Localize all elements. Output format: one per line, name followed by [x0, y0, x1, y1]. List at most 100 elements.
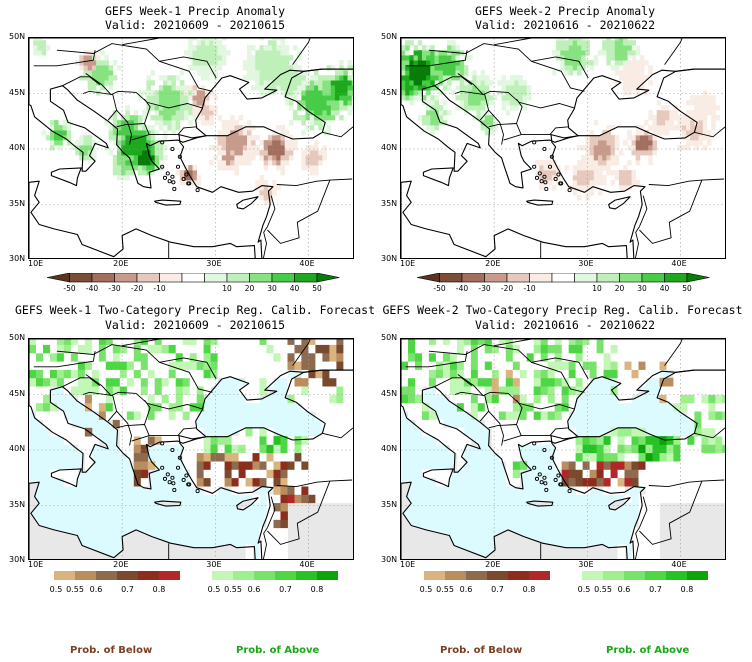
anomaly-cell [694, 135, 699, 141]
prob-cell [70, 469, 79, 479]
prob-cell [582, 477, 590, 487]
prob-cell [350, 352, 353, 362]
prob-cell [70, 436, 79, 445]
prob-cell [428, 344, 437, 354]
border-16 [122, 38, 160, 46]
anomaly-cell [91, 80, 97, 86]
prob-cell [631, 436, 639, 445]
prob-cell [294, 461, 302, 470]
anomaly-cell [87, 150, 93, 156]
anomaly-cell [247, 150, 252, 156]
anomaly-cell [405, 60, 410, 66]
anomaly-cell [242, 75, 248, 81]
prob-cell [484, 361, 493, 370]
prob-cell [43, 394, 51, 404]
anomaly-cell [631, 150, 636, 156]
prob-cell [273, 461, 281, 470]
anomaly-cell [635, 70, 641, 76]
prob-cell [329, 444, 337, 454]
anomaly-cell [585, 185, 590, 191]
prob-cell [112, 411, 121, 420]
prob-cell [401, 361, 409, 370]
anomaly-cell [267, 160, 273, 166]
prob-cell [638, 494, 646, 504]
anomaly-cell [422, 55, 427, 61]
prob-cell [422, 377, 430, 387]
prob-cell [294, 477, 302, 487]
prob-cell [589, 469, 597, 479]
prob-cell [350, 452, 353, 462]
anomaly-cell [598, 150, 603, 156]
prob-cell [329, 419, 337, 429]
anomaly-cell [272, 38, 277, 41]
prob-cell [687, 411, 695, 420]
prob-cell [315, 486, 323, 495]
anomaly-cell [33, 40, 38, 46]
prob-cell [350, 386, 353, 395]
prob-cell [301, 486, 309, 495]
border-10 [322, 126, 353, 138]
colorbar-segment [317, 571, 338, 580]
anomaly-cell [335, 90, 340, 96]
anomaly-cell [568, 38, 574, 41]
anomaly-cell [652, 140, 657, 146]
prob-cell [491, 402, 500, 412]
prob-cell [708, 402, 716, 412]
prob-cell [231, 452, 239, 462]
prob-cell [422, 344, 430, 354]
colorbar-segment [96, 571, 117, 580]
anomaly-cell [200, 50, 206, 56]
prob-cell [196, 444, 205, 454]
prob-cell [140, 369, 149, 379]
anomaly-cell [87, 70, 93, 76]
anomaly-cell [526, 85, 532, 91]
prob-cell [652, 352, 660, 362]
anomaly-cell [673, 115, 678, 121]
island-8 [532, 465, 537, 470]
anomaly-cell [213, 55, 218, 61]
prob-cell [708, 386, 716, 395]
prob-cell [308, 461, 316, 470]
anomaly-cell [602, 180, 607, 186]
prob-cell [63, 339, 72, 345]
anomaly-cell [146, 90, 151, 96]
anomaly-cell [280, 60, 285, 66]
anomaly-cell [510, 95, 515, 101]
anomaly-cell [150, 80, 156, 86]
anomaly-cell [417, 40, 423, 46]
prob-cell [694, 361, 702, 370]
anomaly-cell [572, 165, 578, 171]
anomaly-cell [489, 115, 494, 121]
anomaly-cell [267, 185, 273, 191]
prob-cell [415, 419, 423, 429]
anomaly-cell [263, 140, 269, 146]
anomaly-cell [87, 135, 93, 141]
anomaly-cell [614, 50, 620, 56]
prob-cell [140, 436, 149, 445]
prob-cell [147, 339, 156, 345]
prob-cell [694, 377, 702, 387]
prob-cell [435, 469, 444, 479]
anomaly-cell [330, 100, 336, 106]
prob-cell [568, 469, 577, 479]
anomaly-cell [514, 85, 519, 91]
anomaly-cell [405, 45, 410, 51]
anomaly-cell [472, 95, 477, 101]
anomaly-cell [192, 50, 197, 56]
prob-cell [168, 436, 177, 445]
anomaly-cell [656, 115, 662, 121]
anomaly-cell [326, 65, 332, 71]
anomaly-cell [267, 40, 273, 46]
anomaly-cell [635, 160, 641, 166]
anomaly-cell [660, 130, 666, 136]
prob-cell [252, 339, 260, 345]
prob-cell [435, 352, 444, 362]
anomaly-cell [142, 115, 147, 121]
anomaly-cell [330, 105, 336, 111]
anomaly-cell [284, 45, 290, 51]
prob-cell [287, 461, 295, 470]
anomaly-cell [690, 140, 695, 146]
anomaly-cell [83, 145, 88, 151]
anomaly-cell [698, 95, 704, 101]
anomaly-cell [133, 165, 139, 171]
